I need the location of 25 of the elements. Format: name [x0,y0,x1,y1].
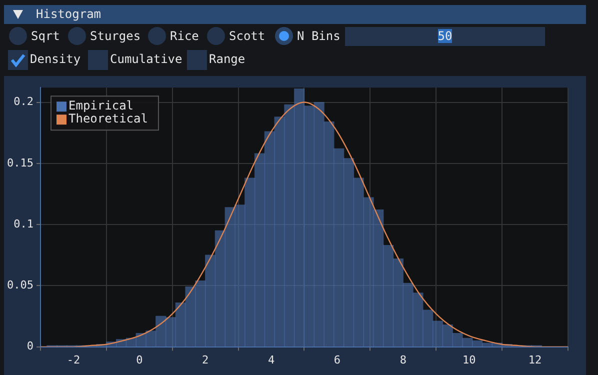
y-tick-label: 0.15 [6,156,34,170]
x-tick-label: 6 [334,353,341,366]
y-tick-label: 0.1 [14,217,34,230]
y-tick-label: 0.2 [14,95,34,108]
text: Scott [229,29,266,43]
text: Density [30,52,81,66]
x-tick-label: 12 [528,353,542,366]
chart-title: Histogram [36,7,102,21]
slider: 50 [345,27,545,46]
text: Rice [170,29,199,43]
text: N Bins [297,29,340,43]
x-tick-label: 10 [462,353,476,366]
y-tick-label: 0 [26,340,34,353]
x-tick-label: 0 [136,353,143,366]
legend-label: Theoretical [68,112,148,126]
x-tick-label: 8 [400,353,406,366]
y-tick-label: 0.05 [6,278,34,292]
x-tick-label: 4 [268,353,275,366]
legend-label: Empirical [68,98,134,113]
x-tick-label: 2 [202,353,209,366]
text: Cumulative [110,52,182,66]
x-tick-label: -2 [66,353,80,366]
text: Sqrt [31,29,60,43]
text: Sturges [90,29,141,43]
text: Range [209,52,246,66]
